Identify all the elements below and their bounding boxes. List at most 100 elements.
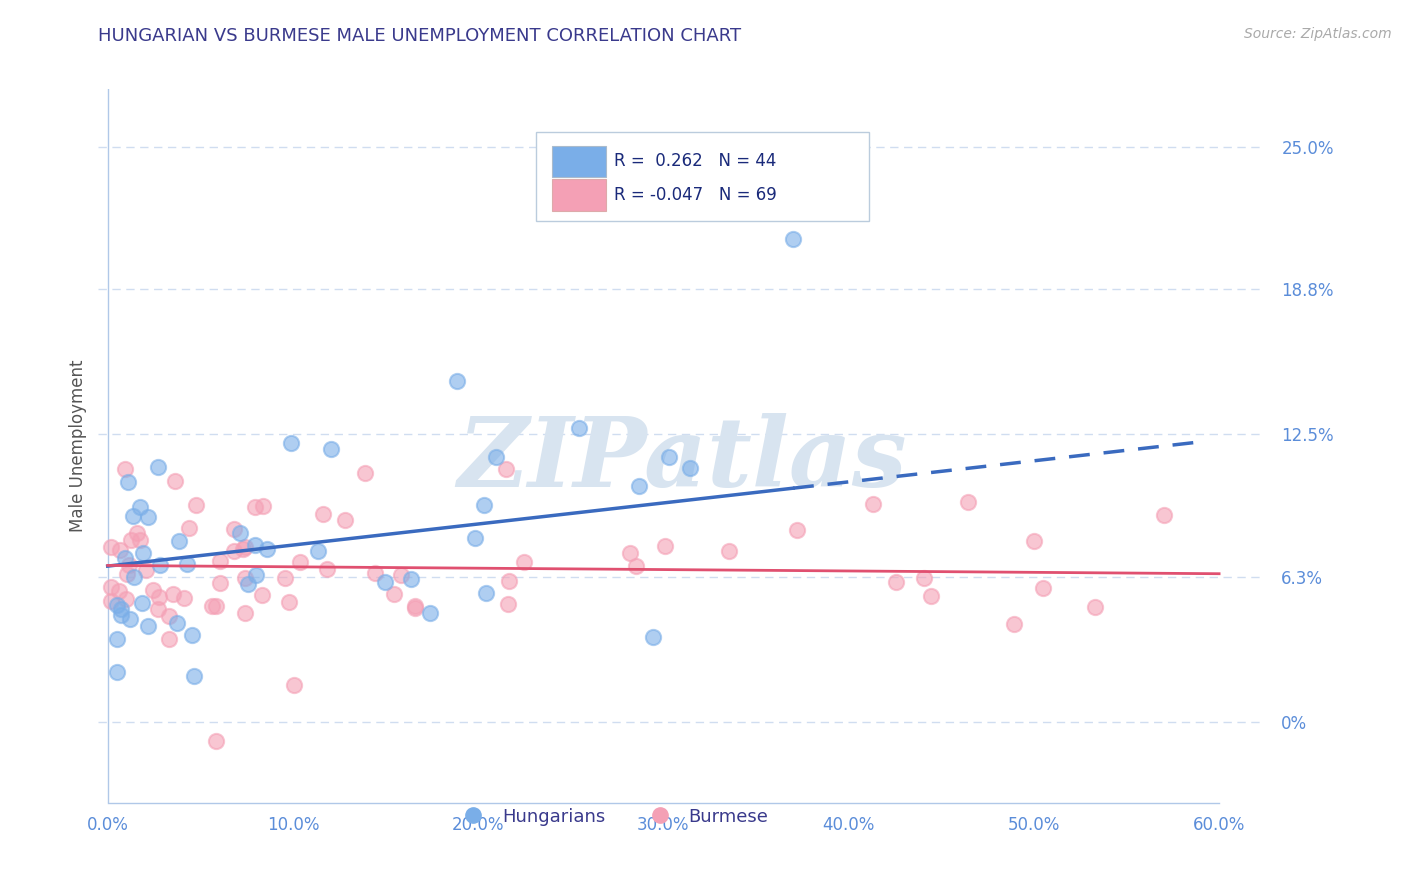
Point — [100, 594, 122, 608]
Point — [120, 533, 142, 548]
Point — [245, 568, 267, 582]
Point — [912, 571, 935, 585]
Point — [100, 580, 122, 594]
Point — [233, 571, 256, 585]
Point — [131, 596, 153, 610]
Text: HUNGARIAN VS BURMESE MALE UNEMPLOYMENT CORRELATION CHART: HUNGARIAN VS BURMESE MALE UNEMPLOYMENT C… — [98, 27, 741, 45]
Point — [177, 521, 200, 535]
Point — [679, 460, 702, 475]
Point — [1032, 582, 1054, 596]
Point — [624, 558, 647, 573]
Point — [290, 555, 312, 569]
Point — [114, 462, 136, 476]
Point — [128, 500, 150, 515]
Point — [382, 587, 405, 601]
Point — [782, 232, 804, 246]
Point — [162, 587, 184, 601]
Y-axis label: Male Unemployment: Male Unemployment — [69, 359, 87, 533]
Point — [1153, 508, 1175, 523]
Point — [121, 509, 143, 524]
Point — [389, 568, 412, 582]
Point — [132, 546, 155, 560]
Point — [475, 586, 498, 600]
Point — [176, 558, 198, 572]
Legend: Hungarians, Burmese: Hungarians, Burmese — [449, 801, 776, 833]
Point — [658, 450, 681, 464]
Point — [312, 507, 335, 521]
Point — [283, 677, 305, 691]
Point — [862, 498, 884, 512]
Point — [956, 495, 979, 509]
Point — [105, 665, 128, 680]
Point — [568, 421, 591, 435]
Point — [884, 574, 907, 589]
Point — [232, 542, 254, 557]
Text: ZIPatlas: ZIPatlas — [457, 413, 907, 508]
Point — [173, 591, 195, 606]
Point — [446, 374, 468, 388]
Point — [167, 534, 190, 549]
Point — [180, 628, 202, 642]
Point — [184, 498, 207, 512]
Point — [280, 436, 302, 450]
Point — [135, 564, 157, 578]
Text: R =  0.262   N = 44: R = 0.262 N = 44 — [614, 153, 776, 170]
Point — [118, 612, 141, 626]
Point — [115, 567, 138, 582]
Point — [307, 544, 329, 558]
Point — [114, 592, 136, 607]
Point — [498, 574, 520, 589]
Point — [122, 570, 145, 584]
Point — [786, 523, 808, 537]
Point — [166, 616, 188, 631]
Point — [920, 590, 942, 604]
Point — [464, 531, 486, 545]
Point — [105, 632, 128, 647]
FancyBboxPatch shape — [553, 179, 606, 211]
Point — [114, 551, 136, 566]
Point — [136, 618, 159, 632]
Point — [256, 542, 278, 557]
Point — [183, 669, 205, 683]
Point — [404, 601, 426, 615]
Point — [157, 632, 180, 646]
Point — [224, 543, 246, 558]
Text: R = -0.047   N = 69: R = -0.047 N = 69 — [614, 186, 778, 203]
Point — [142, 582, 165, 597]
Point — [157, 608, 180, 623]
Point — [335, 513, 357, 527]
Point — [1084, 600, 1107, 615]
Point — [495, 462, 517, 476]
Point — [233, 540, 256, 554]
Point — [118, 558, 141, 572]
Point — [472, 498, 495, 512]
Point — [353, 466, 375, 480]
Point — [319, 442, 342, 456]
Point — [129, 533, 152, 548]
Point — [654, 539, 676, 553]
Point — [374, 575, 396, 590]
Point — [238, 576, 260, 591]
Point — [100, 540, 122, 554]
Point — [208, 576, 231, 591]
Text: Source: ZipAtlas.com: Source: ZipAtlas.com — [1244, 27, 1392, 41]
FancyBboxPatch shape — [553, 145, 606, 177]
Point — [110, 608, 132, 623]
Point — [363, 566, 385, 580]
Point — [404, 599, 426, 613]
Point — [148, 558, 170, 572]
Point — [148, 590, 170, 604]
Point — [718, 544, 741, 558]
Point — [136, 510, 159, 524]
Point — [125, 526, 148, 541]
Point — [627, 478, 650, 492]
Point — [110, 601, 132, 615]
Point — [641, 630, 664, 644]
Point — [233, 606, 256, 620]
Point — [146, 460, 169, 475]
Point — [399, 572, 422, 586]
Point — [117, 475, 139, 490]
Point — [274, 571, 297, 585]
Point — [163, 475, 186, 489]
Point — [252, 588, 274, 602]
